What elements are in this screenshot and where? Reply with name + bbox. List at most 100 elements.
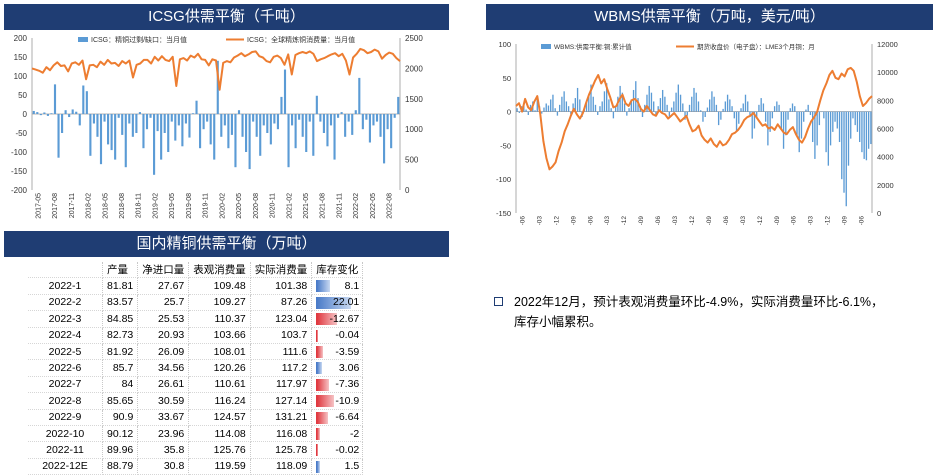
bar-mark (135, 114, 138, 133)
bar-mark (32, 110, 35, 114)
bar-mark (202, 114, 205, 130)
bar-mark (614, 106, 617, 112)
bar-mark (859, 111, 861, 143)
x-tick-label: 2020-03 (808, 216, 815, 225)
bar-mark (717, 111, 720, 126)
right-axis-tick-label: 12000 (877, 40, 898, 49)
right-axis-tick-label: 2500 (405, 34, 423, 43)
bar-mark (776, 101, 778, 112)
bar-mark (213, 114, 216, 160)
bar-mark (787, 111, 789, 120)
bar-mark (397, 96, 400, 114)
bar-mark (863, 111, 865, 159)
bar-mark (121, 114, 124, 135)
bar-mark (552, 94, 554, 112)
bar-mark (167, 114, 170, 152)
bar-mark (659, 98, 662, 112)
bar-mark (794, 106, 796, 112)
net-import-value: 30.8 (137, 458, 190, 475)
summary-note-text: 2022年12月，预计表观消费量环比-4.9%，实际消费量环比-6.1%，库存小… (514, 295, 884, 329)
header-apparent-consumption: 表观消费量 (188, 262, 251, 279)
net-import-value: 30.59 (137, 392, 190, 410)
bar-mark (308, 114, 311, 122)
inventory-change-cell: -6.64 (311, 409, 364, 426)
x-tick-label: 2013-06 (655, 216, 662, 225)
icsg-chart: 200150100500-50-100-150-2002500200015001… (11, 34, 423, 219)
bar-mark (628, 108, 630, 112)
table-row: 2022-4 82.73 20.93 103.66 103.7 -0.04 (28, 327, 364, 344)
x-tick-label: 2021-02 (286, 193, 293, 219)
bar-mark (142, 114, 145, 149)
bar-mark (393, 114, 396, 118)
bar-mark (825, 111, 827, 153)
row-month: 2022-2 (28, 294, 103, 312)
inventory-change-cell: 3.06 (311, 359, 364, 377)
bar-mark (344, 114, 347, 137)
production-value: 82.73 (102, 327, 139, 344)
bar-mark (541, 111, 543, 114)
net-import-value: 26.09 (137, 343, 190, 361)
bar-mark (36, 112, 39, 114)
bar-mark (641, 111, 644, 118)
actual-consumption-value: 101.38 (250, 277, 313, 295)
bar-mark (760, 98, 762, 112)
bar-mark (237, 110, 241, 114)
bar-mark (294, 114, 297, 149)
bar-mark (688, 104, 691, 112)
bar-mark (269, 114, 272, 145)
bar-mark (666, 104, 668, 112)
bar-mark (220, 114, 223, 137)
bar-mark (358, 77, 361, 114)
table-row: 2022-2 83.57 25.7 109.27 87.26 22.01 (28, 294, 364, 312)
bar-mark (684, 111, 686, 120)
x-tick-label: 2020-12 (825, 216, 832, 225)
actual-consumption-value: 118.09 (250, 458, 313, 475)
bar-mark (259, 114, 262, 156)
bar-mark (527, 111, 529, 115)
bar-mark (160, 114, 163, 160)
inventory-change-value: 8.1 (344, 280, 360, 293)
bar-mark (322, 114, 325, 133)
bar-mark (612, 111, 615, 119)
x-tick-label: 2008-12 (553, 216, 560, 225)
bar-mark (753, 111, 756, 129)
production-value: 84 (102, 376, 139, 394)
inventory-change-cell: -3.59 (311, 343, 364, 361)
bar-mark (803, 111, 805, 122)
table-row: 2022-3 84.85 25.53 110.37 123.04 -12.67 (28, 310, 364, 328)
inventory-change-cell: -0.02 (311, 441, 364, 459)
inventory-change-cell: -10.9 (311, 392, 364, 410)
inventory-change-bar (316, 345, 323, 358)
bar-mark (610, 108, 612, 112)
bar-mark (92, 114, 95, 124)
bar-mark (283, 69, 287, 114)
left-axis-tick-label: -50 (500, 141, 511, 150)
bar-mark (518, 111, 521, 113)
bar-mark (758, 104, 760, 112)
bar-mark (547, 105, 550, 112)
bar-mark (216, 60, 219, 114)
left-axis-tick-label: 50 (18, 91, 27, 100)
bar-mark (709, 99, 711, 112)
bar-mark (195, 100, 198, 114)
inventory-change-cell: 1.5 (311, 458, 364, 475)
bar-mark (291, 114, 294, 126)
table-row: 2022-9 90.9 33.67 124.57 131.21 -6.64 (28, 409, 364, 426)
bar-mark (574, 98, 577, 112)
left-axis-tick-label: -150 (496, 209, 511, 218)
left-axis-tick-label: 0 (23, 110, 28, 119)
wbms-chart-title: WBMS供需平衡（万吨，美元/吨） (486, 4, 933, 30)
bar-mark (579, 99, 581, 112)
x-tick-label: 2018-09 (774, 216, 781, 225)
x-tick-label: 2018-11 (136, 193, 143, 218)
bar-mark (191, 113, 195, 114)
bar-mark (700, 110, 702, 112)
bar-mark (729, 99, 731, 112)
x-tick-label: 2014-12 (689, 216, 696, 225)
left-axis-tick-label: 100 (14, 72, 28, 81)
bar-mark (720, 111, 722, 120)
bar-mark (556, 111, 559, 116)
bar-mark (814, 111, 816, 159)
bar-mark (606, 83, 608, 112)
bar-mark (655, 111, 657, 115)
